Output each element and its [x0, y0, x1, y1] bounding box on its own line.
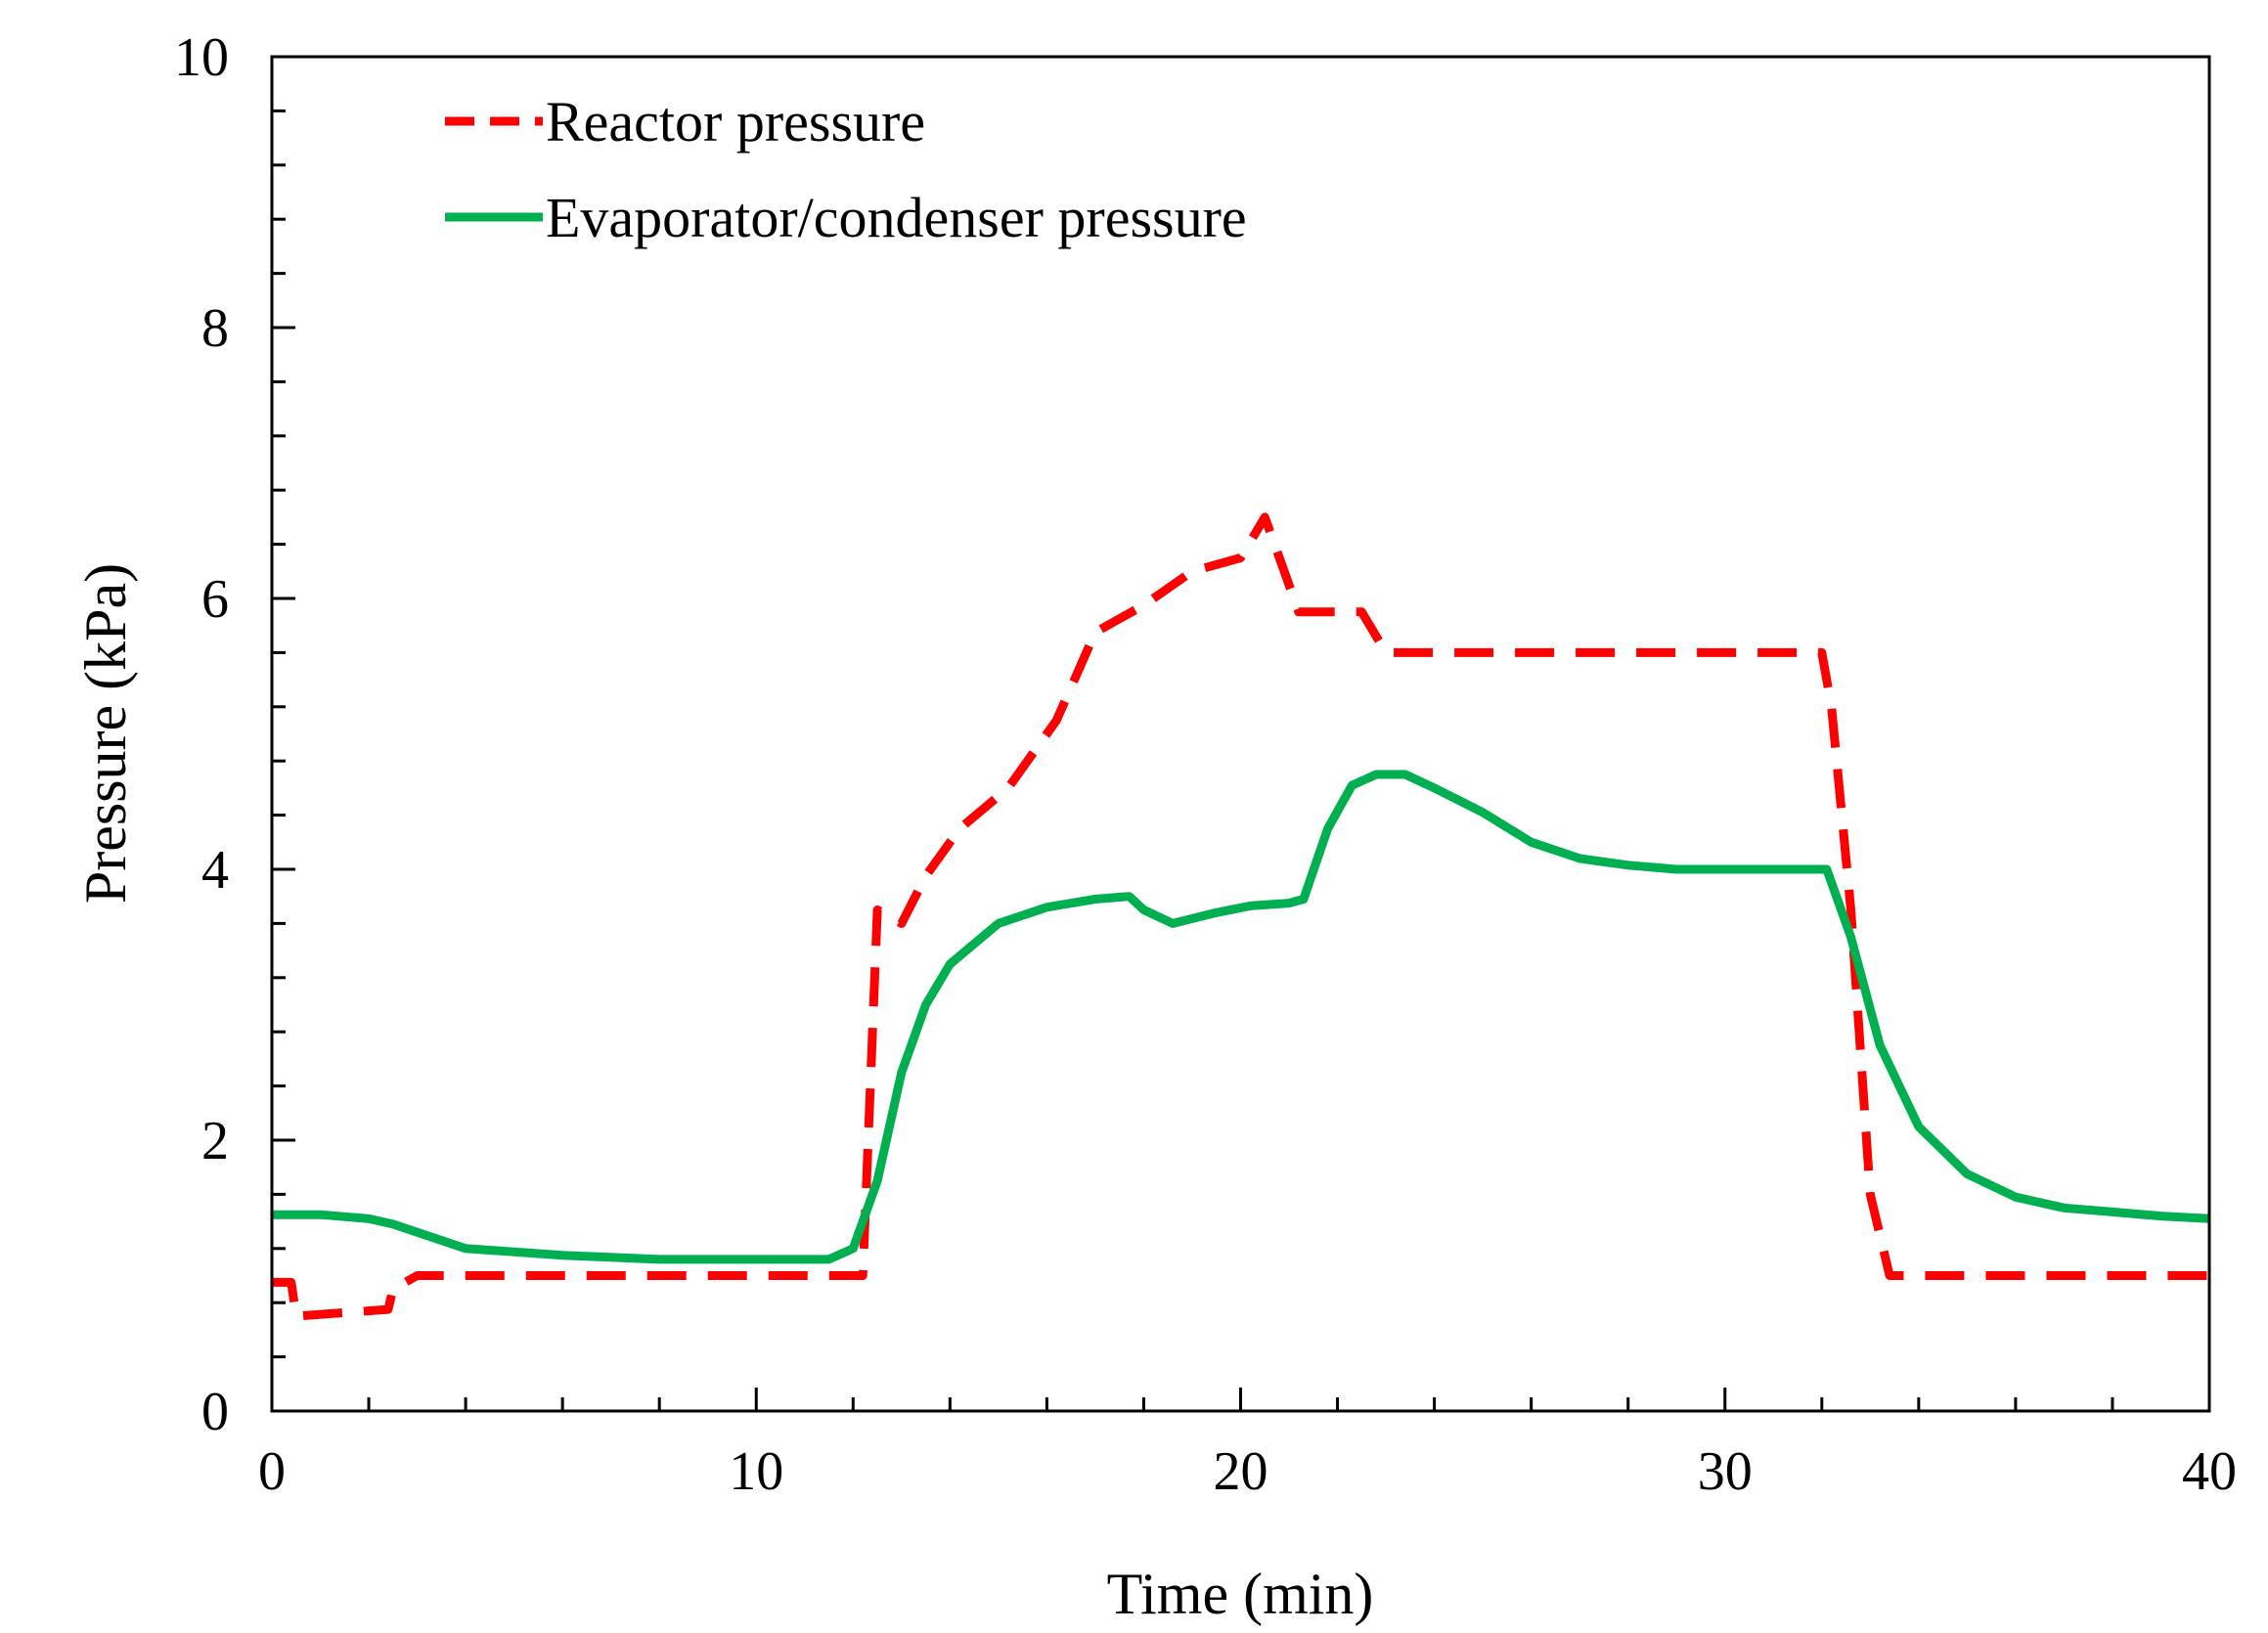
y-tick-label: 6: [201, 569, 229, 630]
x-axis-title: Time (min): [1107, 1562, 1374, 1626]
legend-label-evaporator-condenser-pressure: Evaporator/condenser pressure: [546, 186, 1247, 249]
x-tick-label: 20: [1214, 1441, 1268, 1502]
x-tick-label: 40: [2182, 1441, 2237, 1502]
series-layer: [272, 512, 2210, 1321]
tick-layer: 0 10 20 30 40 0 2 4 6 8 10: [174, 27, 2237, 1502]
legend: Reactor pressure Evaporator/condenser pr…: [445, 90, 1247, 249]
series-line-evaporator-condenser-pressure: [272, 770, 2210, 1264]
y-tick-label: 0: [201, 1382, 229, 1442]
x-tick-label: 30: [1698, 1441, 1753, 1502]
x-tick-label: 10: [729, 1441, 783, 1502]
y-tick-label: 4: [201, 840, 229, 901]
y-tick-label: 2: [201, 1111, 229, 1171]
y-tick-label: 10: [174, 27, 229, 88]
x-tick-label: 0: [258, 1441, 286, 1502]
y-axis-title: Pressure (kPa): [73, 563, 138, 904]
legend-label-reactor-pressure: Reactor pressure: [546, 90, 925, 154]
y-tick-label: 8: [201, 298, 229, 359]
